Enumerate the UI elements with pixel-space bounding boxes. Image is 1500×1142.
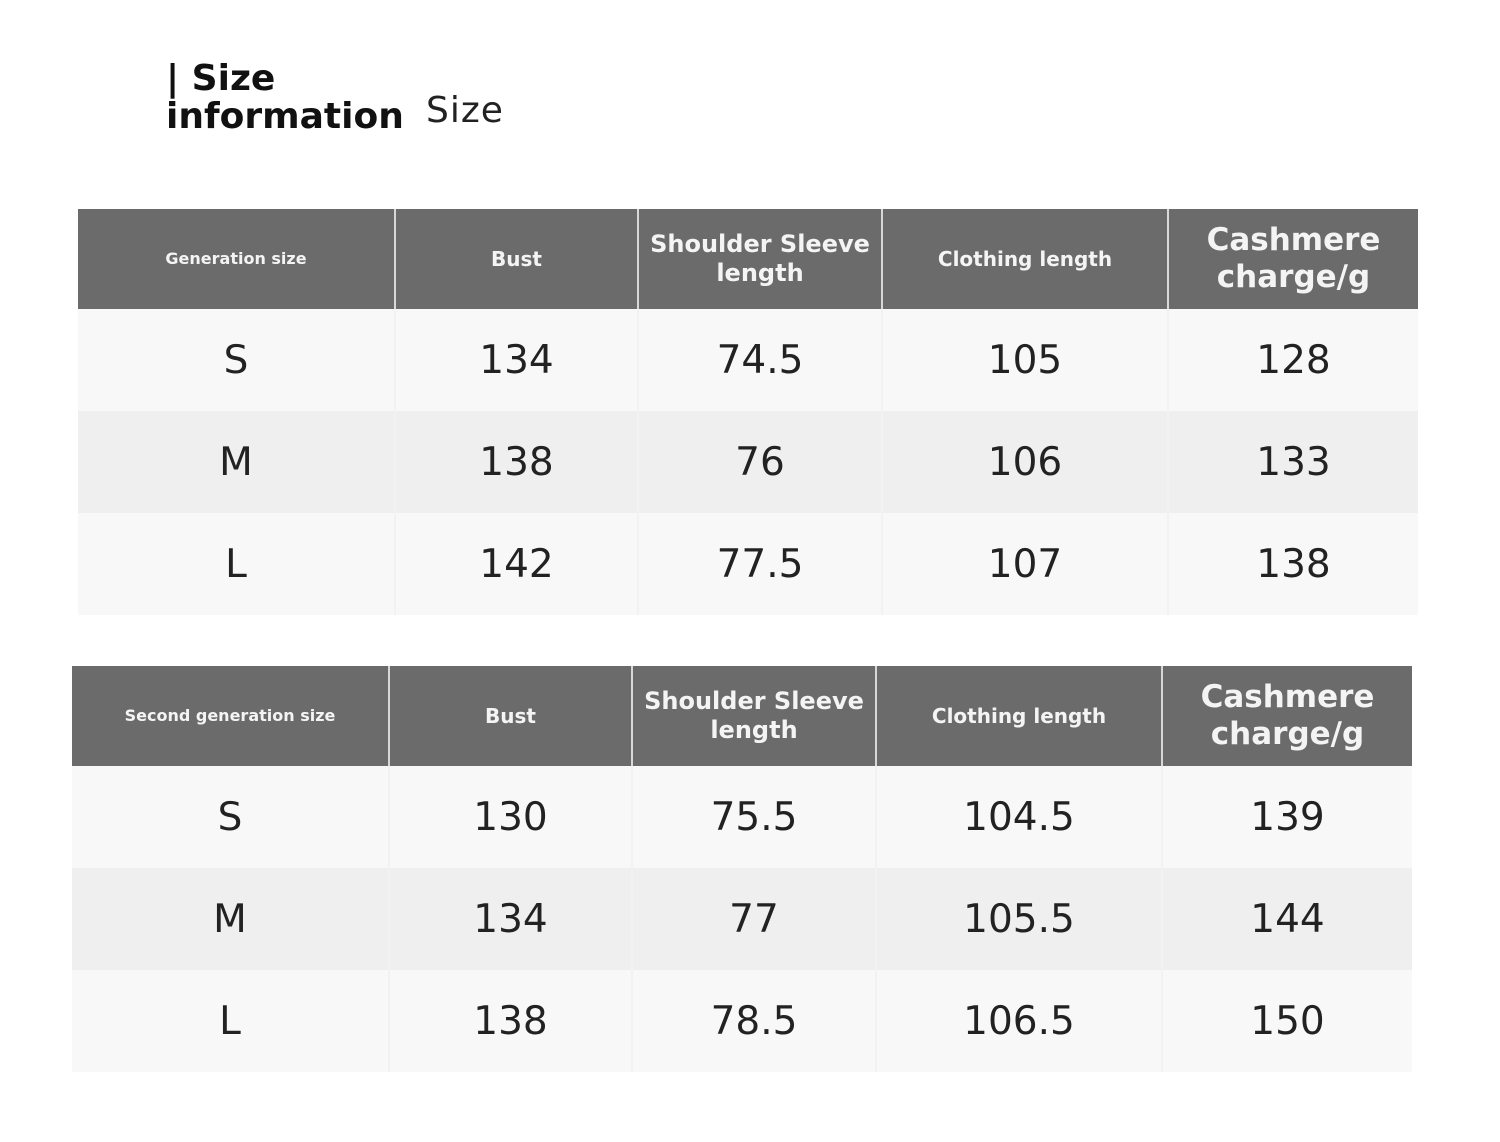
table-cell: M	[78, 411, 395, 513]
column-header: Bust	[388, 666, 632, 766]
header-row: Second generation size Bust Shoulder Sleev…	[72, 666, 1412, 766]
table-cell: 77	[631, 868, 876, 970]
table-cell: 74.5	[637, 309, 882, 411]
table-cell: 76	[637, 411, 882, 513]
column-header: Bust	[394, 209, 638, 309]
column-header: Clothing length	[881, 209, 1168, 309]
column-header: Generation size	[78, 209, 395, 309]
table-cell: M	[72, 868, 389, 970]
table-cell: 130	[388, 766, 632, 868]
column-header: Cashmere charge/g	[1167, 209, 1418, 309]
table-cell: 128	[1167, 309, 1418, 411]
column-header: Cashmere charge/g	[1161, 666, 1412, 766]
table-row: L 138 78.5 106.5 150	[72, 970, 1412, 1072]
table-cell: 142	[394, 513, 638, 615]
column-header: Shoulder Sleeve length	[631, 666, 876, 766]
table-cell: 138	[388, 970, 632, 1072]
table-cell: 138	[1167, 513, 1418, 615]
table-cell: 134	[394, 309, 638, 411]
table-cell: S	[72, 766, 389, 868]
table-row: L 142 77.5 107 138	[78, 513, 1418, 615]
table-cell: 150	[1161, 970, 1412, 1072]
size-table-second-generation: Second generation size Bust Shoulder Sleev…	[72, 666, 1412, 1072]
table-cell: 78.5	[631, 970, 876, 1072]
table-cell: 107	[881, 513, 1168, 615]
table-row: S 130 75.5 104.5 139	[72, 766, 1412, 868]
table-cell: L	[78, 513, 395, 615]
table-cell: 144	[1161, 868, 1412, 970]
table-cell: S	[78, 309, 395, 411]
table-cell: L	[72, 970, 389, 1072]
page-title: | Size information	[166, 58, 404, 137]
table-cell: 105.5	[875, 868, 1162, 970]
table-cell: 105	[881, 309, 1168, 411]
header-row: Generation size Bust Shoulder Sleeve lengt…	[78, 209, 1418, 309]
table-row: S 134 74.5 105 128	[78, 309, 1418, 411]
table-row: M 138 76 106 133	[78, 411, 1418, 513]
table-cell: 134	[388, 868, 632, 970]
page-subtitle: Size	[426, 90, 504, 131]
size-table-first-generation: Generation size Bust Shoulder Sleeve lengt…	[78, 209, 1418, 615]
table-cell: 75.5	[631, 766, 876, 868]
table-cell: 104.5	[875, 766, 1162, 868]
column-header: Clothing length	[875, 666, 1162, 766]
table-cell: 77.5	[637, 513, 882, 615]
table-cell: 106.5	[875, 970, 1162, 1072]
table-row: M 134 77 105.5 144	[72, 868, 1412, 970]
table-cell: 139	[1161, 766, 1412, 868]
table-cell: 138	[394, 411, 638, 513]
column-header: Second generation size	[72, 666, 389, 766]
table-cell: 133	[1167, 411, 1418, 513]
column-header: Shoulder Sleeve length	[637, 209, 882, 309]
table-cell: 106	[881, 411, 1168, 513]
